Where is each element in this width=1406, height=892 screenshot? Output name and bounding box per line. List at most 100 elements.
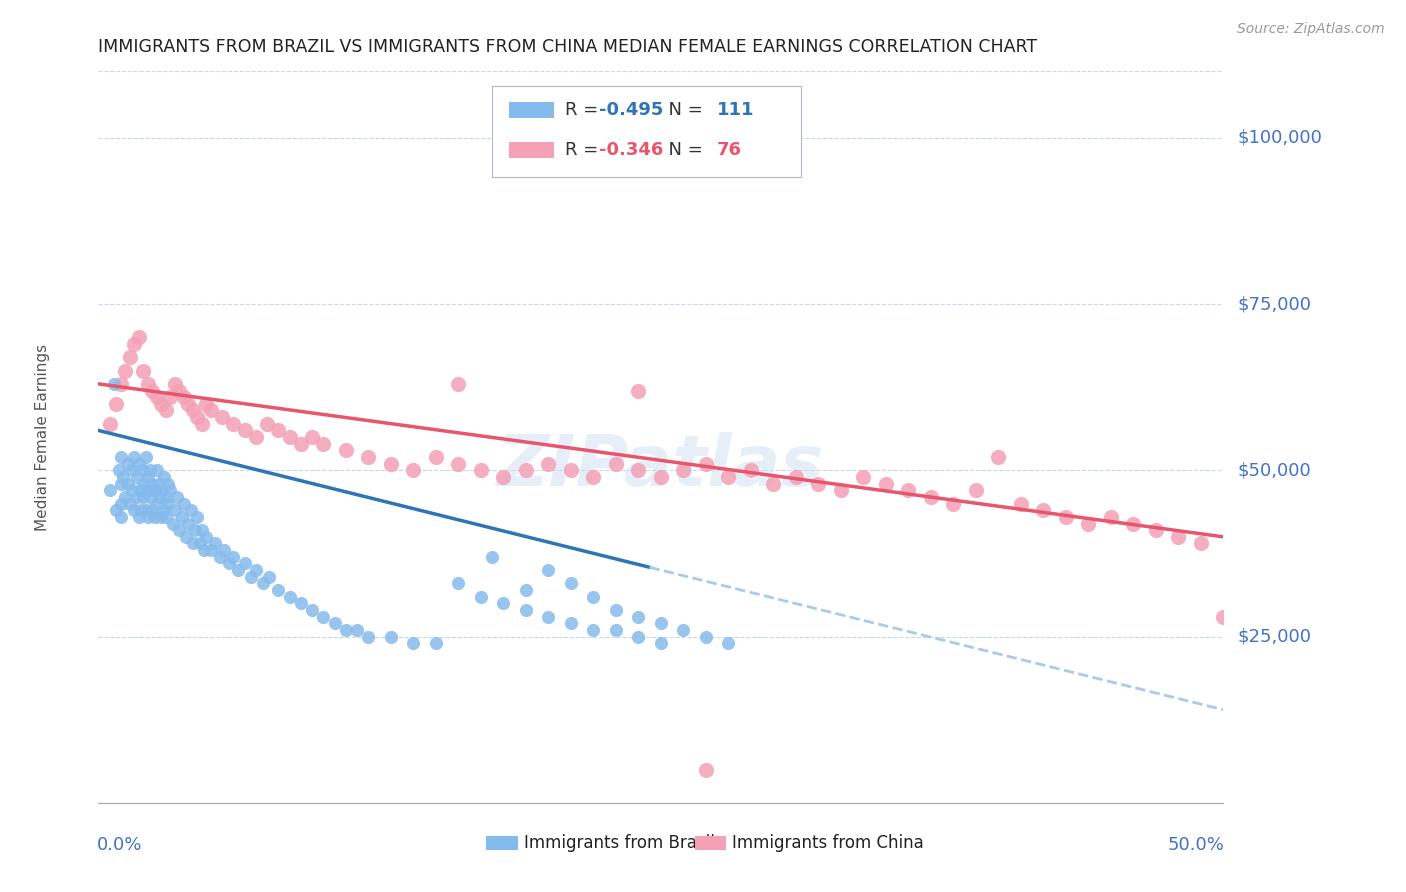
Point (672, 463, 695, 477)
Point (181, 536, 204, 550)
Point (402, 463, 425, 477)
Point (222, 417, 245, 431)
Point (186, 509, 208, 524)
Point (155, 403, 177, 417)
Point (136, 483, 159, 498)
Point (125, 490, 148, 504)
Text: $50,000: $50,000 (1237, 461, 1310, 479)
Text: 0.0%: 0.0% (97, 836, 142, 854)
Point (195, 397, 218, 411)
Point (98, 483, 121, 498)
Point (560, 576, 582, 591)
Point (124, 503, 146, 517)
Point (191, 523, 214, 537)
Point (173, 390, 195, 404)
Point (118, 497, 141, 511)
Text: $25,000: $25,000 (1237, 628, 1312, 646)
Point (1122, 516, 1144, 531)
Point (124, 450, 146, 464)
Point (278, 430, 301, 444)
Text: IMMIGRANTS FROM BRAZIL VS IMMIGRANTS FROM CHINA MEDIAN FEMALE EARNINGS CORRELATI: IMMIGRANTS FROM BRAZIL VS IMMIGRANTS FRO… (98, 38, 1038, 56)
Point (1099, 509, 1122, 524)
Point (582, 470, 605, 484)
Point (136, 376, 159, 391)
Point (124, 337, 146, 351)
Text: Median Female Earnings: Median Female Earnings (35, 343, 49, 531)
Point (1010, 497, 1032, 511)
Point (515, 603, 537, 617)
Point (312, 609, 335, 624)
Point (155, 490, 177, 504)
Point (402, 636, 425, 650)
Point (492, 596, 515, 610)
Point (146, 390, 169, 404)
Point (169, 523, 191, 537)
Point (537, 457, 560, 471)
Point (125, 470, 148, 484)
Text: N =: N = (658, 141, 709, 159)
Point (537, 563, 560, 577)
Text: $75,000: $75,000 (1237, 295, 1312, 313)
Text: -0.495: -0.495 (599, 101, 664, 120)
Point (143, 483, 166, 498)
Point (214, 543, 236, 558)
Point (157, 497, 180, 511)
Point (762, 476, 785, 491)
Point (425, 450, 447, 464)
Point (830, 483, 852, 498)
Point (180, 503, 202, 517)
Point (515, 463, 537, 477)
Point (605, 623, 627, 637)
Point (208, 549, 231, 564)
Text: R =: R = (565, 101, 605, 120)
Text: Immigrants from China: Immigrants from China (731, 834, 924, 852)
Point (195, 530, 218, 544)
Point (177, 516, 200, 531)
Point (112, 470, 135, 484)
Point (605, 457, 627, 471)
Point (184, 523, 207, 537)
Point (650, 616, 672, 631)
Point (312, 436, 335, 450)
Point (152, 503, 174, 517)
Point (582, 590, 605, 604)
Point (177, 397, 200, 411)
Point (114, 490, 136, 504)
Point (181, 403, 204, 417)
Point (146, 497, 169, 511)
Point (447, 457, 470, 471)
Point (121, 463, 143, 477)
Point (129, 483, 152, 498)
Point (1144, 523, 1167, 537)
Point (186, 410, 208, 425)
Point (920, 490, 942, 504)
Point (245, 430, 267, 444)
Point (139, 463, 162, 477)
Point (117, 457, 139, 471)
Point (114, 363, 136, 377)
Point (159, 390, 181, 404)
Point (875, 476, 897, 491)
Point (110, 509, 132, 524)
Point (200, 403, 222, 417)
Point (695, 630, 717, 644)
Text: R =: R = (565, 141, 605, 159)
Point (233, 424, 256, 438)
Point (252, 576, 274, 591)
Point (380, 630, 402, 644)
Point (717, 470, 740, 484)
Text: 50.0%: 50.0% (1167, 836, 1225, 854)
Point (335, 623, 357, 637)
Point (256, 417, 278, 431)
Point (105, 397, 128, 411)
Point (650, 636, 672, 650)
Point (148, 490, 170, 504)
Point (1054, 509, 1077, 524)
Point (155, 509, 177, 524)
Point (128, 330, 150, 344)
FancyBboxPatch shape (695, 836, 725, 850)
Point (560, 616, 582, 631)
Point (135, 450, 157, 464)
Point (852, 470, 875, 484)
Point (132, 363, 155, 377)
